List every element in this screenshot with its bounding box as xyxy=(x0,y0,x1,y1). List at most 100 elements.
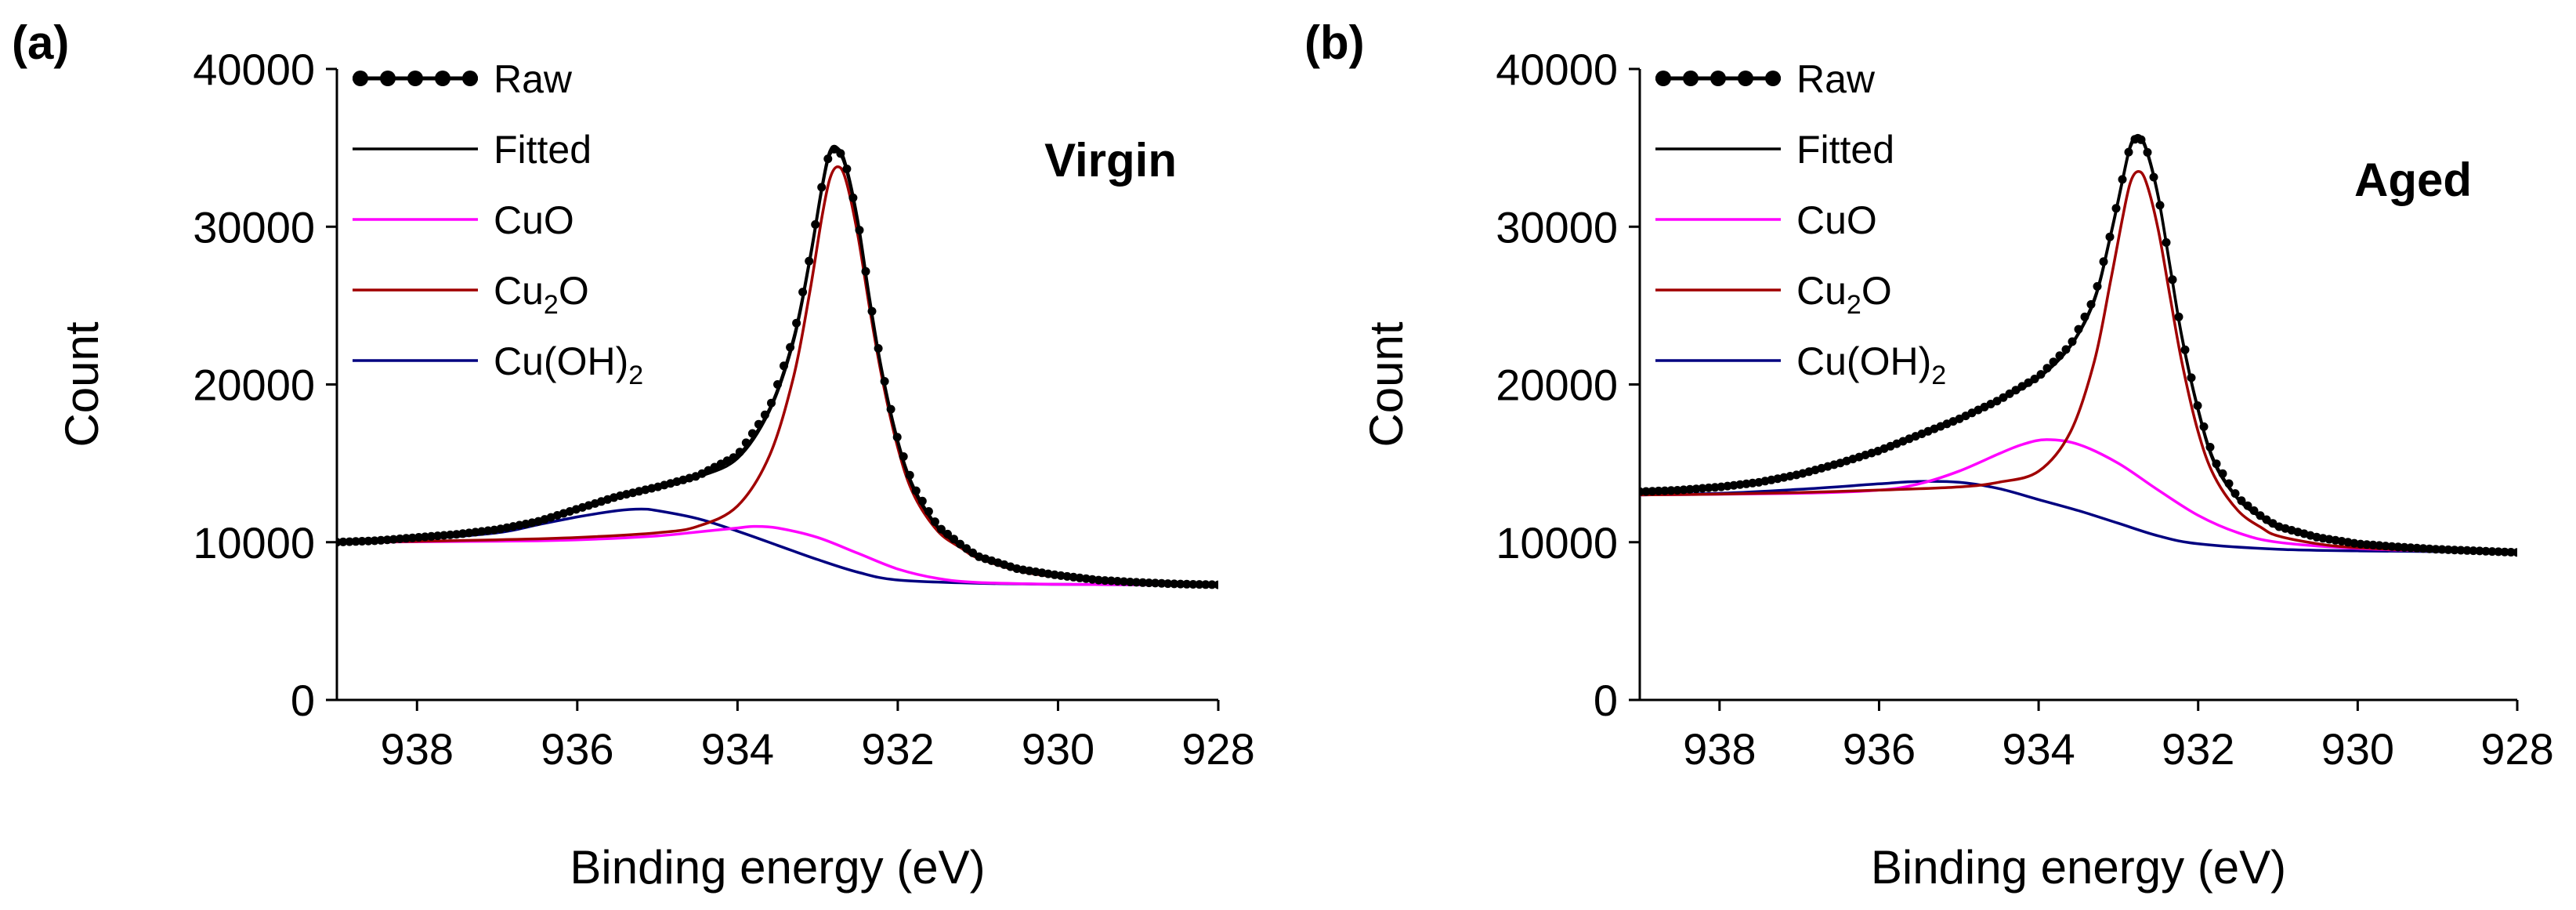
raw-point xyxy=(2155,201,2165,210)
raw-point xyxy=(2362,540,2372,549)
y-axis-title: Count xyxy=(1360,321,1413,447)
y-tick-label: 40000 xyxy=(1496,45,1618,94)
raw-point xyxy=(2450,546,2459,555)
raw-point xyxy=(2017,382,2027,391)
raw-point xyxy=(1710,483,1720,492)
raw-point xyxy=(2249,506,2259,515)
panel-label: (a) xyxy=(12,16,69,69)
raw-point xyxy=(433,531,443,541)
raw-point xyxy=(1044,569,1053,578)
raw-point xyxy=(2180,345,2190,354)
raw-point xyxy=(855,226,864,235)
raw-point xyxy=(2375,541,2384,550)
raw-point xyxy=(760,410,769,419)
raw-point xyxy=(1087,575,1097,584)
raw-point xyxy=(886,404,895,414)
x-tick-label: 934 xyxy=(2002,724,2075,774)
raw-point xyxy=(792,318,801,328)
raw-point xyxy=(351,537,360,546)
legend-label-main: Cu(OH) xyxy=(494,339,628,383)
legend-label: CuO xyxy=(494,198,574,242)
raw-point xyxy=(1106,576,1116,586)
raw-point xyxy=(2111,204,2121,213)
legend-label: Fitted xyxy=(494,128,592,172)
raw-point xyxy=(2262,515,2271,524)
raw-point xyxy=(483,526,493,535)
raw-point xyxy=(2168,275,2177,285)
raw-point xyxy=(2425,544,2434,553)
series-line-cu2o xyxy=(337,165,1218,586)
raw-point xyxy=(2193,401,2202,410)
raw-point xyxy=(1189,580,1198,589)
raw-point xyxy=(440,531,449,540)
raw-point xyxy=(452,530,461,539)
raw-point xyxy=(924,507,933,516)
raw-point xyxy=(2049,357,2058,367)
raw-point xyxy=(1685,484,1695,494)
raw-point xyxy=(2162,237,2171,247)
raw-point xyxy=(2412,543,2422,553)
raw-point xyxy=(1704,483,1713,492)
raw-point xyxy=(2381,542,2390,551)
legend-label-main: Fitted xyxy=(494,128,592,172)
raw-point xyxy=(2086,299,2096,309)
raw-point xyxy=(1195,580,1204,589)
raw-point xyxy=(2130,135,2140,144)
legend-marker xyxy=(1765,71,1781,86)
legend-label-main: CuO xyxy=(1796,198,1877,242)
series-line-cu2o xyxy=(1640,170,2517,553)
raw-point xyxy=(1182,579,1192,589)
y-axis-title: Count xyxy=(56,321,108,447)
raw-point xyxy=(1214,580,1218,589)
raw-point xyxy=(930,517,939,527)
raw-point xyxy=(1673,486,1682,495)
raw-point xyxy=(2500,547,2509,557)
raw-point xyxy=(2080,312,2089,321)
legend-label: Raw xyxy=(1796,57,1876,101)
raw-point xyxy=(1735,480,1745,489)
raw-point xyxy=(754,419,763,429)
raw-point xyxy=(899,452,908,461)
raw-point xyxy=(2011,386,2021,395)
raw-point xyxy=(1157,578,1167,588)
series-line-cuo xyxy=(1640,438,2517,553)
x-tick-label: 928 xyxy=(2480,724,2553,774)
legend-item-fitted: Fitted xyxy=(353,128,592,172)
x-axis-title: Binding energy (eV) xyxy=(1871,841,2286,894)
raw-point xyxy=(446,530,455,539)
raw-point xyxy=(2218,469,2227,478)
raw-point xyxy=(2513,548,2517,557)
raw-point xyxy=(2437,545,2447,554)
raw-point xyxy=(1729,480,1738,490)
raw-point xyxy=(786,343,795,352)
raw-point xyxy=(1145,578,1154,588)
raw-point xyxy=(2024,378,2033,387)
legend-label: Cu2O xyxy=(494,269,589,320)
raw-point xyxy=(1679,485,1688,495)
legend-label-main: Cu xyxy=(1796,269,1847,313)
raw-point xyxy=(861,266,870,276)
legend-item-cuoh2: Cu(OH)2 xyxy=(353,339,643,390)
legend-marker xyxy=(353,71,368,86)
legend-label-suffix: O xyxy=(1861,269,1892,313)
raw-point xyxy=(2506,548,2516,557)
y-tick-label: 40000 xyxy=(193,45,315,94)
raw-point xyxy=(842,165,852,173)
legend-marker xyxy=(1655,71,1671,86)
raw-point xyxy=(2030,375,2039,383)
raw-point xyxy=(729,453,738,462)
raw-point xyxy=(2237,496,2246,506)
raw-point xyxy=(1163,579,1173,589)
legend-label: Cu2O xyxy=(1796,269,1892,320)
series-line-cuoh2 xyxy=(1640,480,2517,553)
legend: Raw Fitted CuO Cu2O Cu(OH)2 xyxy=(353,57,643,390)
chart-panel-b: 0 10000 20000 30000 40000 938 936 934 932 930 928 B… xyxy=(1304,16,2554,894)
x-axis-title: Binding energy (eV) xyxy=(570,841,985,894)
legend-item-raw: Raw xyxy=(353,57,573,101)
raw-point xyxy=(2205,443,2215,451)
series-line-fitted xyxy=(337,150,1218,586)
raw-markers xyxy=(1640,135,2517,557)
legend-marker xyxy=(407,71,423,86)
raw-point xyxy=(950,535,958,544)
